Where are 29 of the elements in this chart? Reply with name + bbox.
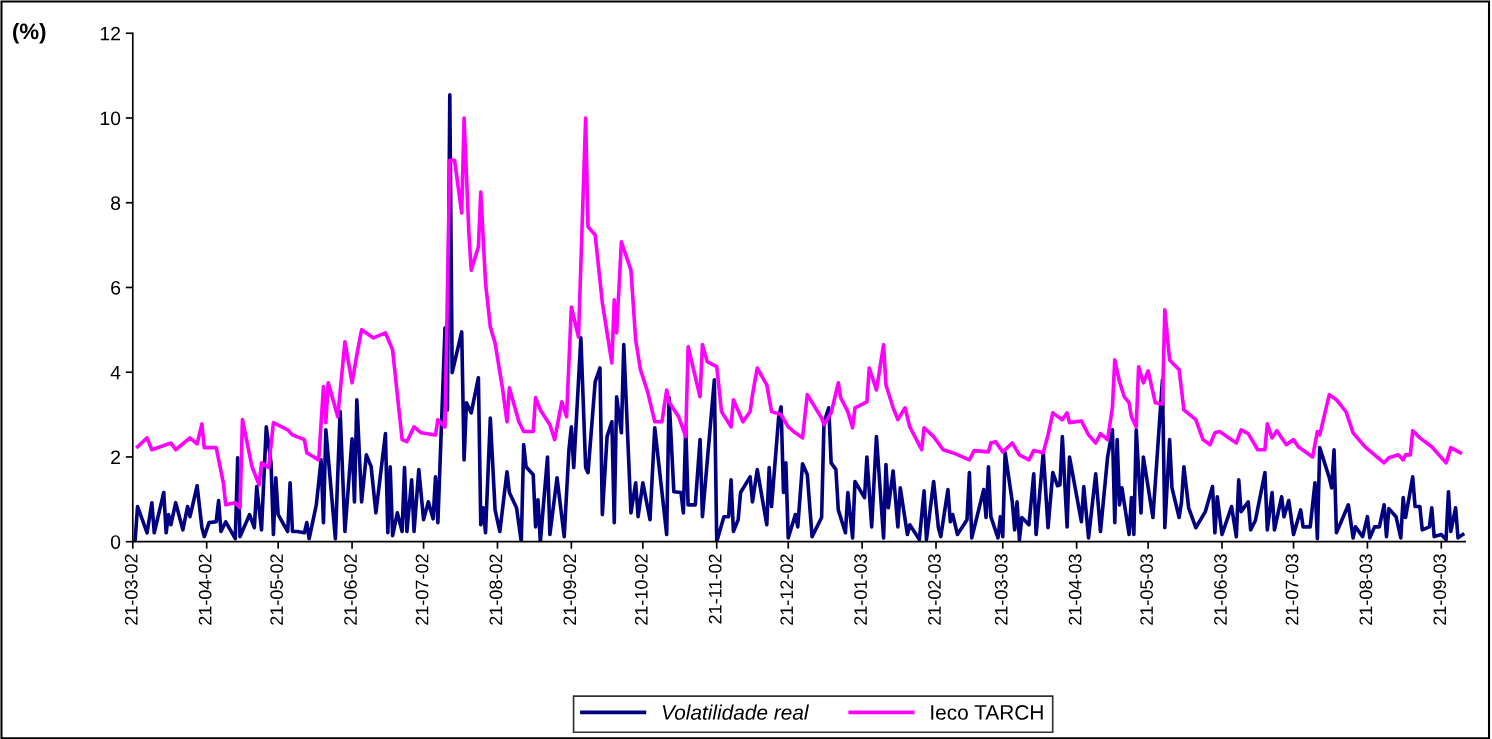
x-tick-label: 21-09-02 (563, 554, 577, 625)
x-tick-label: 21-02-03 (928, 554, 941, 625)
x-tick-label: 21-10-02 (634, 554, 648, 625)
x-tick-label: 21-05-02 (270, 554, 284, 625)
y-tick-label: 12 (100, 26, 121, 41)
y-tick-label: 10 (100, 111, 121, 126)
x-tick-label: 21-12-02 (780, 554, 794, 625)
x-tick-label: 21-11-02 (708, 554, 722, 624)
y-tick-label: 4 (110, 365, 121, 380)
x-tick-label: 21-07-02 (415, 554, 429, 625)
x-tick-label: 21-05-03 (1140, 554, 1153, 625)
legend-label: Ieco TARCH (931, 705, 1043, 720)
x-tick-label: 21-08-03 (1359, 554, 1373, 625)
x-tick-label: 21-08-02 (489, 554, 503, 625)
x-tick-label: 21-01-03 (854, 554, 867, 625)
x-tick-label: 21-03-03 (994, 554, 1008, 625)
y-tick-label: 8 (111, 196, 121, 210)
x-tick-label: 21-04-03 (1068, 554, 1082, 625)
x-tick-label: 21-06-02 (344, 554, 357, 625)
y-tick-label: 0 (110, 535, 121, 549)
x-tick-label: 21-04-02 (198, 554, 212, 625)
y-tick-label: 2 (111, 450, 121, 464)
x-tick-label: 21-03-02 (124, 554, 138, 625)
x-tick-label: 21-09-03 (1433, 554, 1447, 625)
y-tick-label: 6 (111, 280, 121, 295)
x-tick-label: 21-07-03 (1285, 554, 1299, 625)
x-tick-label: 21-06-03 (1214, 554, 1227, 625)
y-axis-title: (%) (13, 22, 46, 44)
legend-label: Volatilidade real (662, 704, 809, 720)
